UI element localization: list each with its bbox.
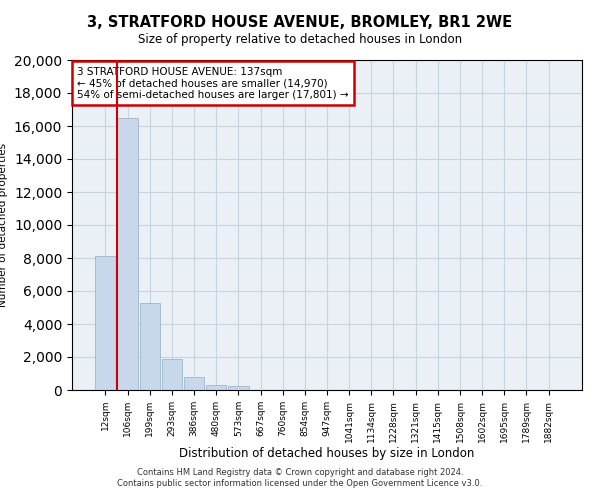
Text: Contains HM Land Registry data © Crown copyright and database right 2024.
Contai: Contains HM Land Registry data © Crown c…	[118, 468, 482, 487]
Bar	[161, 360, 182, 390]
Bar	[140, 302, 160, 390]
Bar	[228, 386, 248, 390]
Bar	[118, 118, 138, 390]
Bar	[95, 256, 116, 390]
Text: 3, STRATFORD HOUSE AVENUE, BROMLEY, BR1 2WE: 3, STRATFORD HOUSE AVENUE, BROMLEY, BR1 …	[88, 15, 512, 30]
Text: Size of property relative to detached houses in London: Size of property relative to detached ho…	[138, 32, 462, 46]
Y-axis label: Number of detached properties: Number of detached properties	[0, 143, 8, 307]
Bar	[206, 384, 226, 390]
X-axis label: Distribution of detached houses by size in London: Distribution of detached houses by size …	[179, 448, 475, 460]
Text: 3 STRATFORD HOUSE AVENUE: 137sqm
← 45% of detached houses are smaller (14,970)
5: 3 STRATFORD HOUSE AVENUE: 137sqm ← 45% o…	[77, 66, 349, 100]
Bar	[184, 377, 204, 390]
